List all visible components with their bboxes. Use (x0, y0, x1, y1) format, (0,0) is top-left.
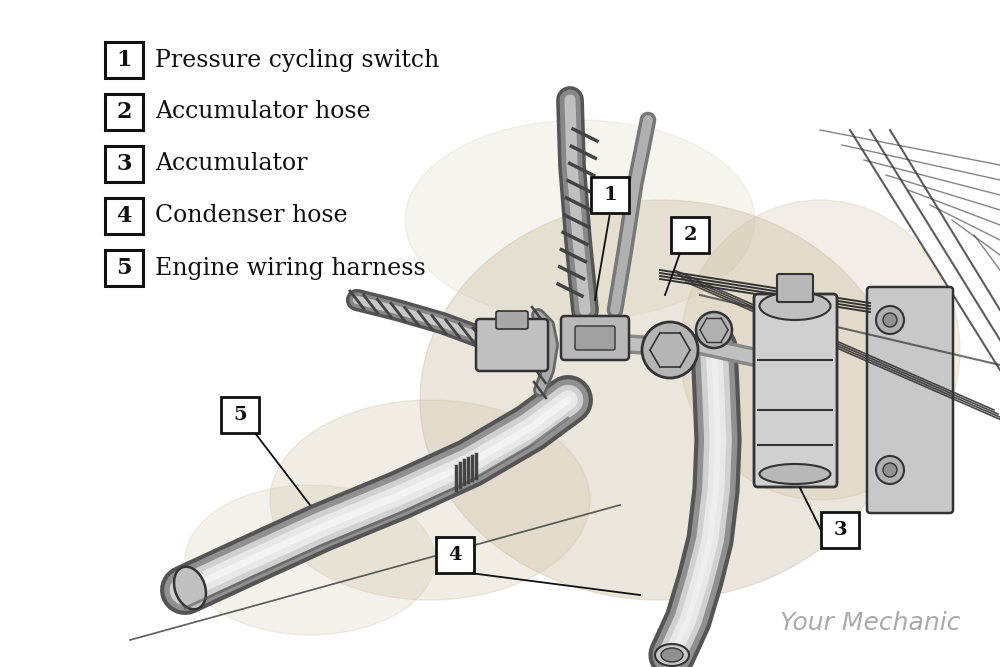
Bar (671, 217, 709, 253)
Ellipse shape (174, 567, 206, 609)
Ellipse shape (405, 120, 755, 320)
Text: Accumulator: Accumulator (155, 153, 308, 175)
Text: 1: 1 (603, 186, 617, 204)
Ellipse shape (680, 200, 960, 500)
Bar (105, 146, 143, 182)
Ellipse shape (760, 292, 830, 320)
Text: 3: 3 (833, 521, 847, 539)
Bar (436, 537, 474, 573)
Ellipse shape (760, 464, 830, 484)
Bar (105, 94, 143, 130)
Bar (591, 177, 629, 213)
Ellipse shape (185, 485, 435, 635)
Text: 5: 5 (233, 406, 247, 424)
Text: 2: 2 (683, 226, 697, 244)
Text: 4: 4 (116, 205, 132, 227)
Text: Your Mechanic: Your Mechanic (780, 611, 960, 635)
Text: 2: 2 (116, 101, 132, 123)
FancyBboxPatch shape (561, 316, 629, 360)
Text: Pressure cycling switch: Pressure cycling switch (155, 49, 439, 71)
Ellipse shape (420, 200, 900, 600)
Ellipse shape (270, 400, 590, 600)
Text: Condenser hose: Condenser hose (155, 205, 348, 227)
Circle shape (883, 463, 897, 477)
Bar (105, 198, 143, 234)
Bar (821, 512, 859, 548)
FancyBboxPatch shape (496, 311, 528, 329)
FancyBboxPatch shape (754, 294, 837, 487)
Text: 4: 4 (448, 546, 462, 564)
FancyBboxPatch shape (575, 326, 615, 350)
FancyBboxPatch shape (777, 274, 813, 302)
Circle shape (876, 306, 904, 334)
Circle shape (883, 313, 897, 327)
Text: 5: 5 (116, 257, 132, 279)
Text: Accumulator hose: Accumulator hose (155, 101, 371, 123)
Text: Engine wiring harness: Engine wiring harness (155, 257, 426, 279)
Circle shape (642, 322, 698, 378)
Circle shape (876, 456, 904, 484)
Circle shape (696, 312, 732, 348)
Ellipse shape (655, 644, 689, 666)
Ellipse shape (661, 648, 683, 662)
FancyBboxPatch shape (867, 287, 953, 513)
Text: 3: 3 (116, 153, 132, 175)
Bar (105, 250, 143, 286)
Bar (105, 42, 143, 78)
Text: 1: 1 (116, 49, 132, 71)
Bar (221, 397, 259, 433)
FancyBboxPatch shape (476, 319, 548, 371)
